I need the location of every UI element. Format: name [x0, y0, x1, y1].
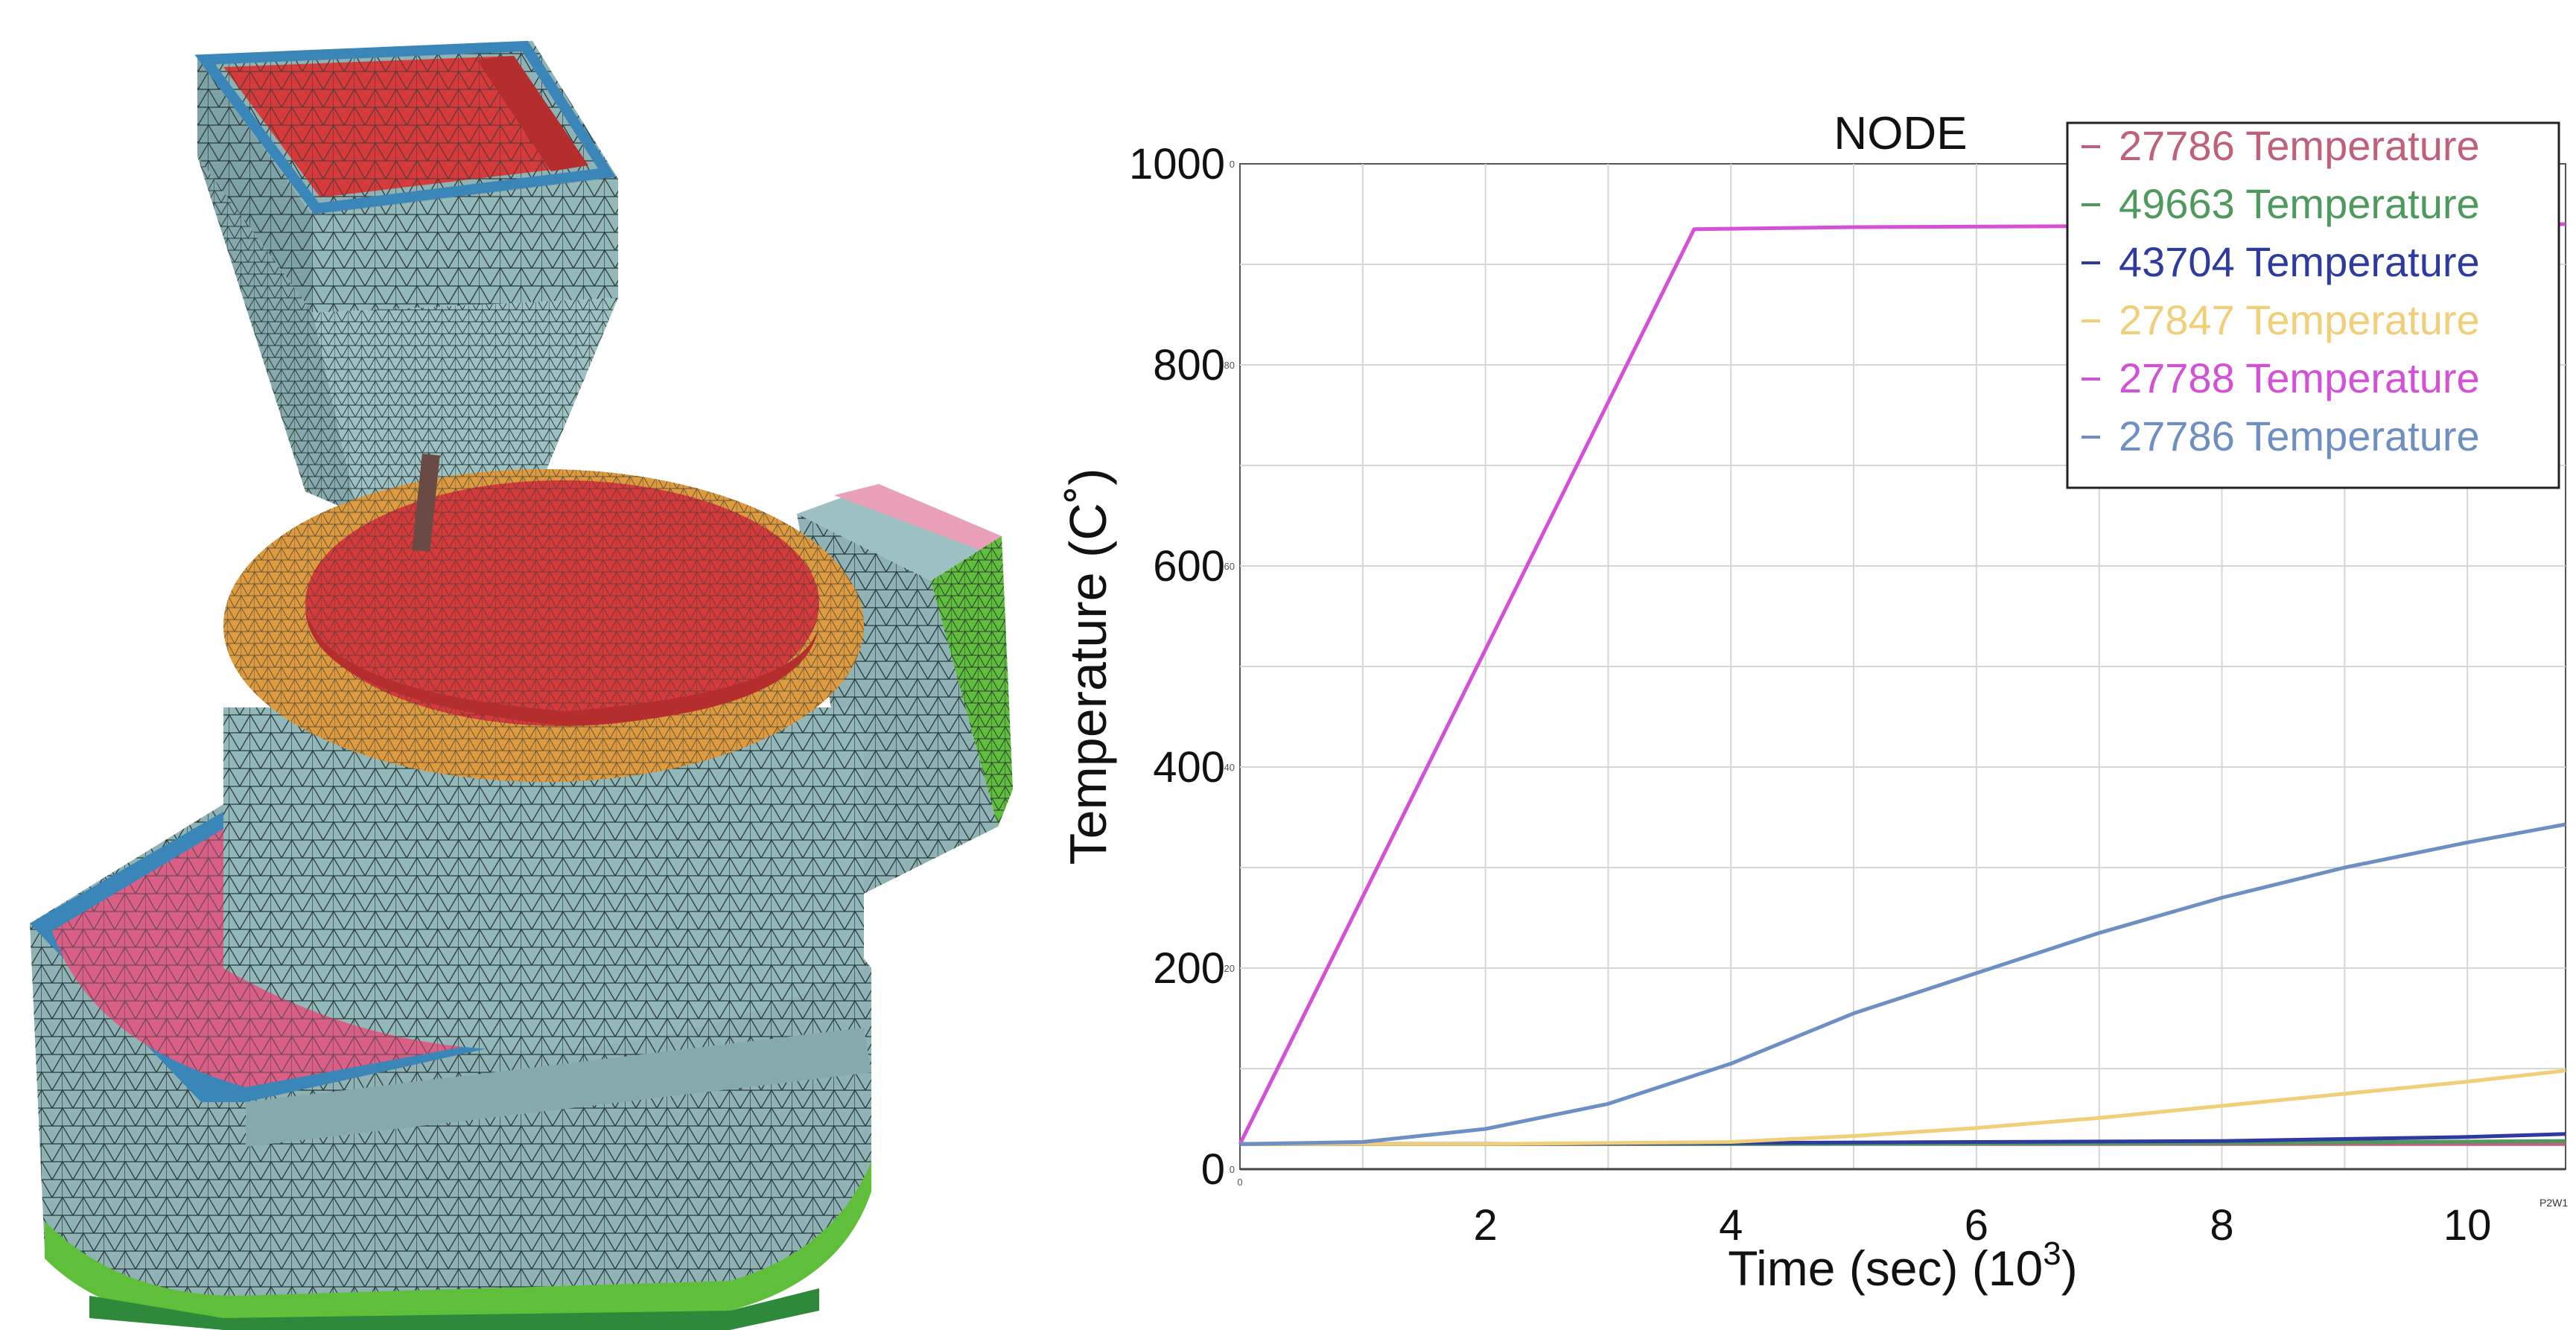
legend-box: [2066, 121, 2560, 489]
legend-entry: 27788 Temperature: [2119, 354, 2480, 401]
y-tick-label: 200: [1153, 944, 1225, 993]
x-tick-label: 4: [1719, 1201, 1743, 1250]
x-tick-label: 8: [2210, 1201, 2233, 1250]
x-tick-label: 6: [1965, 1201, 1988, 1250]
legend-entry: 27786 Temperature: [2119, 413, 2480, 459]
mesh-cylinder: [223, 454, 864, 1050]
x-tick-label: 10: [2443, 1201, 2492, 1250]
x-axis-label-main: Time (sec) (10: [1728, 1241, 2043, 1296]
legend-entry: 27847 Temperature: [2119, 296, 2480, 343]
legend: 27786 Temperature 49663 Temperature 43704 …: [2066, 121, 2560, 489]
series-line-4: [1240, 1069, 2566, 1146]
series-line-6: [1239, 822, 2566, 1146]
chart-title: NODE: [1834, 108, 1967, 159]
corner-code: P2W1: [2540, 1197, 2568, 1209]
legend-entry: 49663 Temperature: [2119, 180, 2480, 227]
y-minor-tick-label: 60: [1224, 561, 1235, 572]
mesh-hopper: [194, 40, 618, 514]
y-minor-tick-label: 80: [1224, 360, 1235, 371]
legend-entry: 27786 Temperature: [2119, 122, 2480, 169]
x-axis-label-exponent: 3: [2043, 1235, 2061, 1272]
mesh-model-illustration: [30, 40, 1013, 1330]
x-tick-label: 2: [1473, 1201, 1497, 1250]
x-axis-label: Time (sec) (103): [1728, 1235, 2077, 1296]
y-tick-label: 600: [1153, 542, 1225, 591]
x-axis-label-close: ): [2061, 1241, 2078, 1296]
y-tick-label: 1000: [1129, 140, 1225, 188]
y-tick-label: 400: [1153, 743, 1225, 792]
y-tick-label: 800: [1153, 341, 1225, 389]
y-tick-label: 0: [1201, 1145, 1225, 1194]
y-minor-tick-label: 0: [1230, 1164, 1235, 1175]
legend-entry: 43704 Temperature: [2119, 238, 2480, 285]
y-axis-label: Temperature (C˚): [1059, 468, 1117, 865]
y-minor-tick-label: 40: [1224, 762, 1235, 773]
y-minor-tick-label: 0: [1230, 159, 1235, 170]
y-minor-tick-label: 20: [1224, 963, 1235, 974]
x-minor-tick-label: 0: [1237, 1177, 1242, 1188]
